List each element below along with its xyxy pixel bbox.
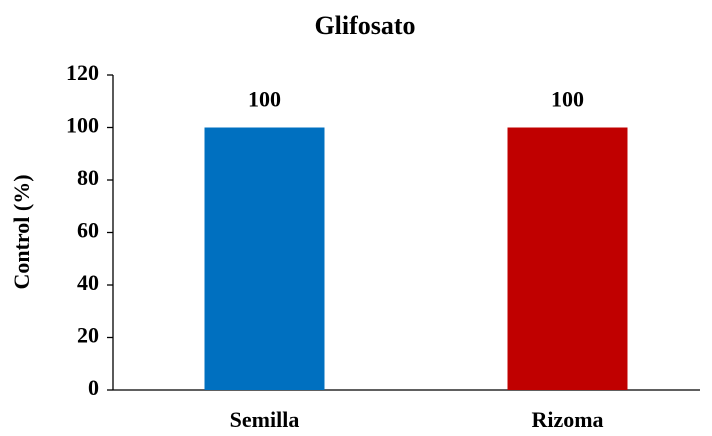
y-tick-label: 40 — [77, 270, 99, 295]
value-label: 100 — [551, 87, 584, 112]
y-tick-label: 0 — [88, 375, 99, 400]
y-axis-label: Control (%) — [9, 174, 34, 289]
y-tick-label: 120 — [66, 60, 99, 85]
y-tick-label: 20 — [77, 323, 99, 348]
y-tick-label: 80 — [77, 165, 99, 190]
y-tick-label: 100 — [66, 113, 99, 138]
x-tick-label: Rizoma — [531, 407, 603, 432]
y-tick-label: 60 — [77, 218, 99, 243]
value-label: 100 — [248, 87, 281, 112]
bar — [507, 127, 628, 390]
chart-title: Glifosato — [314, 11, 415, 40]
x-tick-label: Semilla — [230, 407, 300, 432]
bar — [204, 127, 325, 390]
